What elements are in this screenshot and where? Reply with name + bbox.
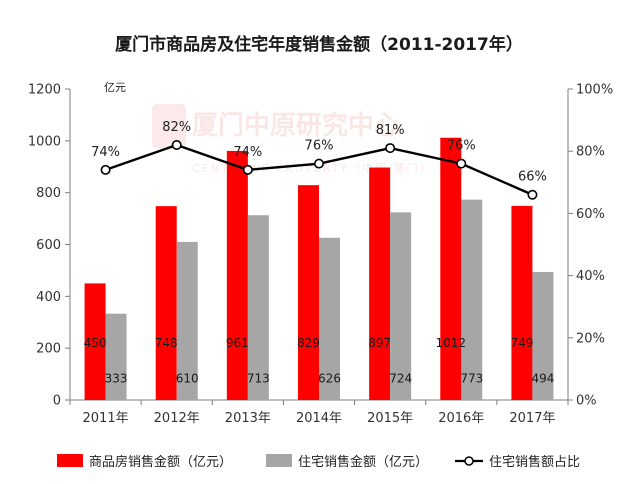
bars (84, 137, 554, 400)
axes: 0 200 400 600 800 1000 1200 亿元 0% 20% 40% 60% 80% 100… (28, 81, 613, 426)
bar-residential-label: 494 (531, 371, 554, 385)
bar-commercial (155, 206, 177, 400)
bar-residential-label: 626 (318, 371, 341, 385)
legend: 商品房销售金额（亿元） 住宅销售金额（亿元） 住宅销售额占比 (57, 454, 580, 470)
bar-commercial-label: 450 (84, 336, 107, 350)
percent-point (100, 164, 111, 175)
percent-label: 76% (305, 139, 334, 154)
percent-point (313, 158, 324, 169)
bar-commercial-label: 749 (510, 336, 533, 350)
y-left-tick-label: 1000 (28, 134, 61, 149)
percent-point (385, 143, 396, 154)
bar-residential (319, 237, 340, 400)
y-left-tick-label: 600 (36, 238, 61, 253)
x-tick-label: 2014年 (296, 411, 342, 426)
y-right-tick-label: 80% (576, 145, 605, 160)
y-right-tick-label: 100% (576, 83, 613, 98)
y-left-tick-label: 0 (53, 394, 61, 409)
x-tick-label: 2011年 (83, 411, 129, 426)
bar-commercial-label: 897 (368, 336, 391, 350)
x-tick-label: 2017年 (509, 411, 555, 426)
percent-label: 82% (162, 120, 191, 135)
svg-text:厦门中原研究中心: 厦门中原研究中心 (192, 110, 400, 141)
bar-residential (390, 212, 412, 400)
bar-residential (532, 271, 554, 400)
legend-swatch-commercial (57, 454, 83, 467)
percent-label: 66% (518, 170, 547, 185)
bar-commercial (369, 167, 391, 400)
percent-point (456, 158, 467, 169)
bar-residential (247, 215, 269, 400)
bar-commercial (226, 150, 248, 400)
chart-title: 厦门市商品房及住宅年度销售金额（2011-2017年） (115, 34, 523, 55)
data-labels: 450 333 748 610 961 713 829 626 897 724 1012 773 749… (84, 120, 555, 385)
y-unit-label: 亿元 (104, 81, 126, 94)
bar-residential (105, 313, 127, 400)
percent-point (171, 139, 182, 150)
x-tick-label: 2012年 (154, 411, 200, 426)
percent-line (100, 139, 538, 200)
y-left-tick-label: 400 (36, 290, 61, 305)
percent-point (242, 164, 253, 175)
bar-residential-label: 610 (176, 371, 199, 385)
bar-residential-label: 773 (460, 371, 483, 385)
percent-label: 81% (376, 123, 405, 138)
legend-marker-percent (464, 456, 474, 466)
watermark: 厦门中原研究中心 CENTALINE PROPERTY（中国·厦门） (152, 104, 431, 175)
y-right-tick-label: 40% (576, 269, 605, 284)
y-left-tick-label: 1200 (28, 83, 61, 98)
legend-swatch-residential (266, 454, 292, 467)
x-tick-label: 2015年 (367, 411, 413, 426)
percent-label: 74% (91, 145, 120, 160)
bar-commercial-label: 1012 (436, 336, 467, 350)
bar-commercial (440, 137, 462, 400)
y-right-tick-label: 60% (576, 207, 605, 222)
bar-residential-label: 333 (105, 371, 128, 385)
percent-point (527, 189, 538, 200)
y-left-tick-label: 800 (36, 186, 61, 201)
bar-commercial (84, 283, 106, 400)
bar-commercial (511, 205, 533, 400)
bar-commercial-label: 829 (297, 336, 320, 350)
legend-label-percent: 住宅销售额占比 (489, 454, 580, 470)
bar-residential (176, 241, 198, 400)
percent-label: 74% (233, 145, 262, 160)
y-right-tick-label: 0% (576, 394, 597, 409)
legend-label-residential: 住宅销售金额（亿元） (298, 454, 428, 470)
bar-residential-label: 724 (389, 371, 412, 385)
bar-commercial-label: 748 (155, 336, 178, 350)
bar-residential (461, 199, 483, 400)
x-tick-label: 2013年 (225, 411, 271, 426)
legend-label-commercial: 商品房销售金额（亿元） (89, 454, 232, 470)
percent-label: 76% (447, 139, 476, 154)
bar-commercial-label: 961 (226, 336, 249, 350)
y-right-tick-label: 20% (576, 331, 605, 346)
y-left-tick-label: 200 (36, 342, 61, 357)
x-tick-label: 2016年 (438, 411, 484, 426)
bar-residential-label: 713 (247, 371, 270, 385)
bar-commercial (298, 185, 319, 400)
